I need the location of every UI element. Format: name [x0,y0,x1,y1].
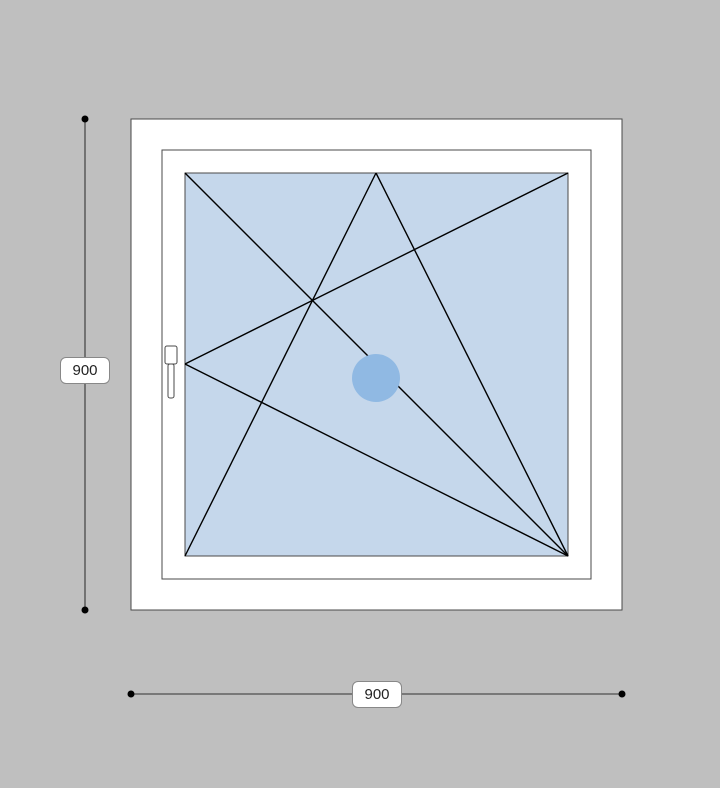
dimension-width-label: 900 [352,681,402,708]
window-diagram: 900 900 [0,0,720,788]
diagram-svg [0,0,720,788]
dimension-height-label: 900 [60,357,110,384]
